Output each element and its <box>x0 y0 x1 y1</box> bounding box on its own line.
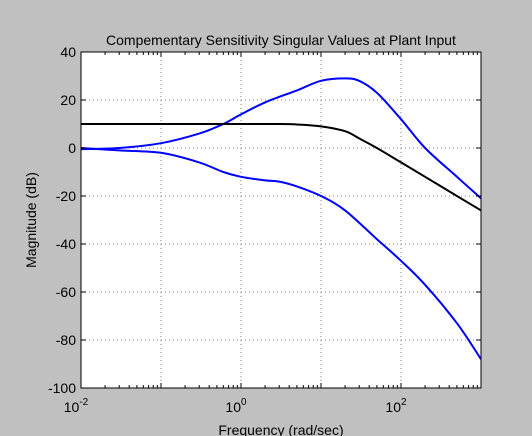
x-tick-label: 100 <box>225 397 247 415</box>
x-tick-label: 10-2 <box>64 397 89 415</box>
y-tick-label: 40 <box>60 44 76 60</box>
axes-frame <box>80 51 482 389</box>
y-tick-label: -60 <box>56 284 76 300</box>
y-tick-label: 20 <box>60 92 76 108</box>
ticks: 10-2 100 102 40 20 0 -20 -40 -60 -80 -100 <box>48 44 482 415</box>
chart-title: Compementary Sensitivity Singular Values… <box>106 32 456 48</box>
y-tick-label: -80 <box>56 332 76 348</box>
plot-area <box>81 52 481 388</box>
series-line-1 <box>81 77 481 200</box>
y-tick-label: 0 <box>68 140 76 156</box>
y-tick-label: -20 <box>56 188 76 204</box>
y-tick-label: -40 <box>56 236 76 252</box>
y-tick-label: -100 <box>48 380 76 396</box>
series-line-3 <box>81 147 481 360</box>
x-tick-label: 102 <box>385 397 407 415</box>
series-layer <box>81 77 481 360</box>
y-axis-label: Magnitude (dB) <box>23 172 39 268</box>
grid <box>81 52 481 388</box>
x-axis-label: Frequency (rad/sec) <box>218 422 343 436</box>
series-line-2 <box>81 122 481 212</box>
